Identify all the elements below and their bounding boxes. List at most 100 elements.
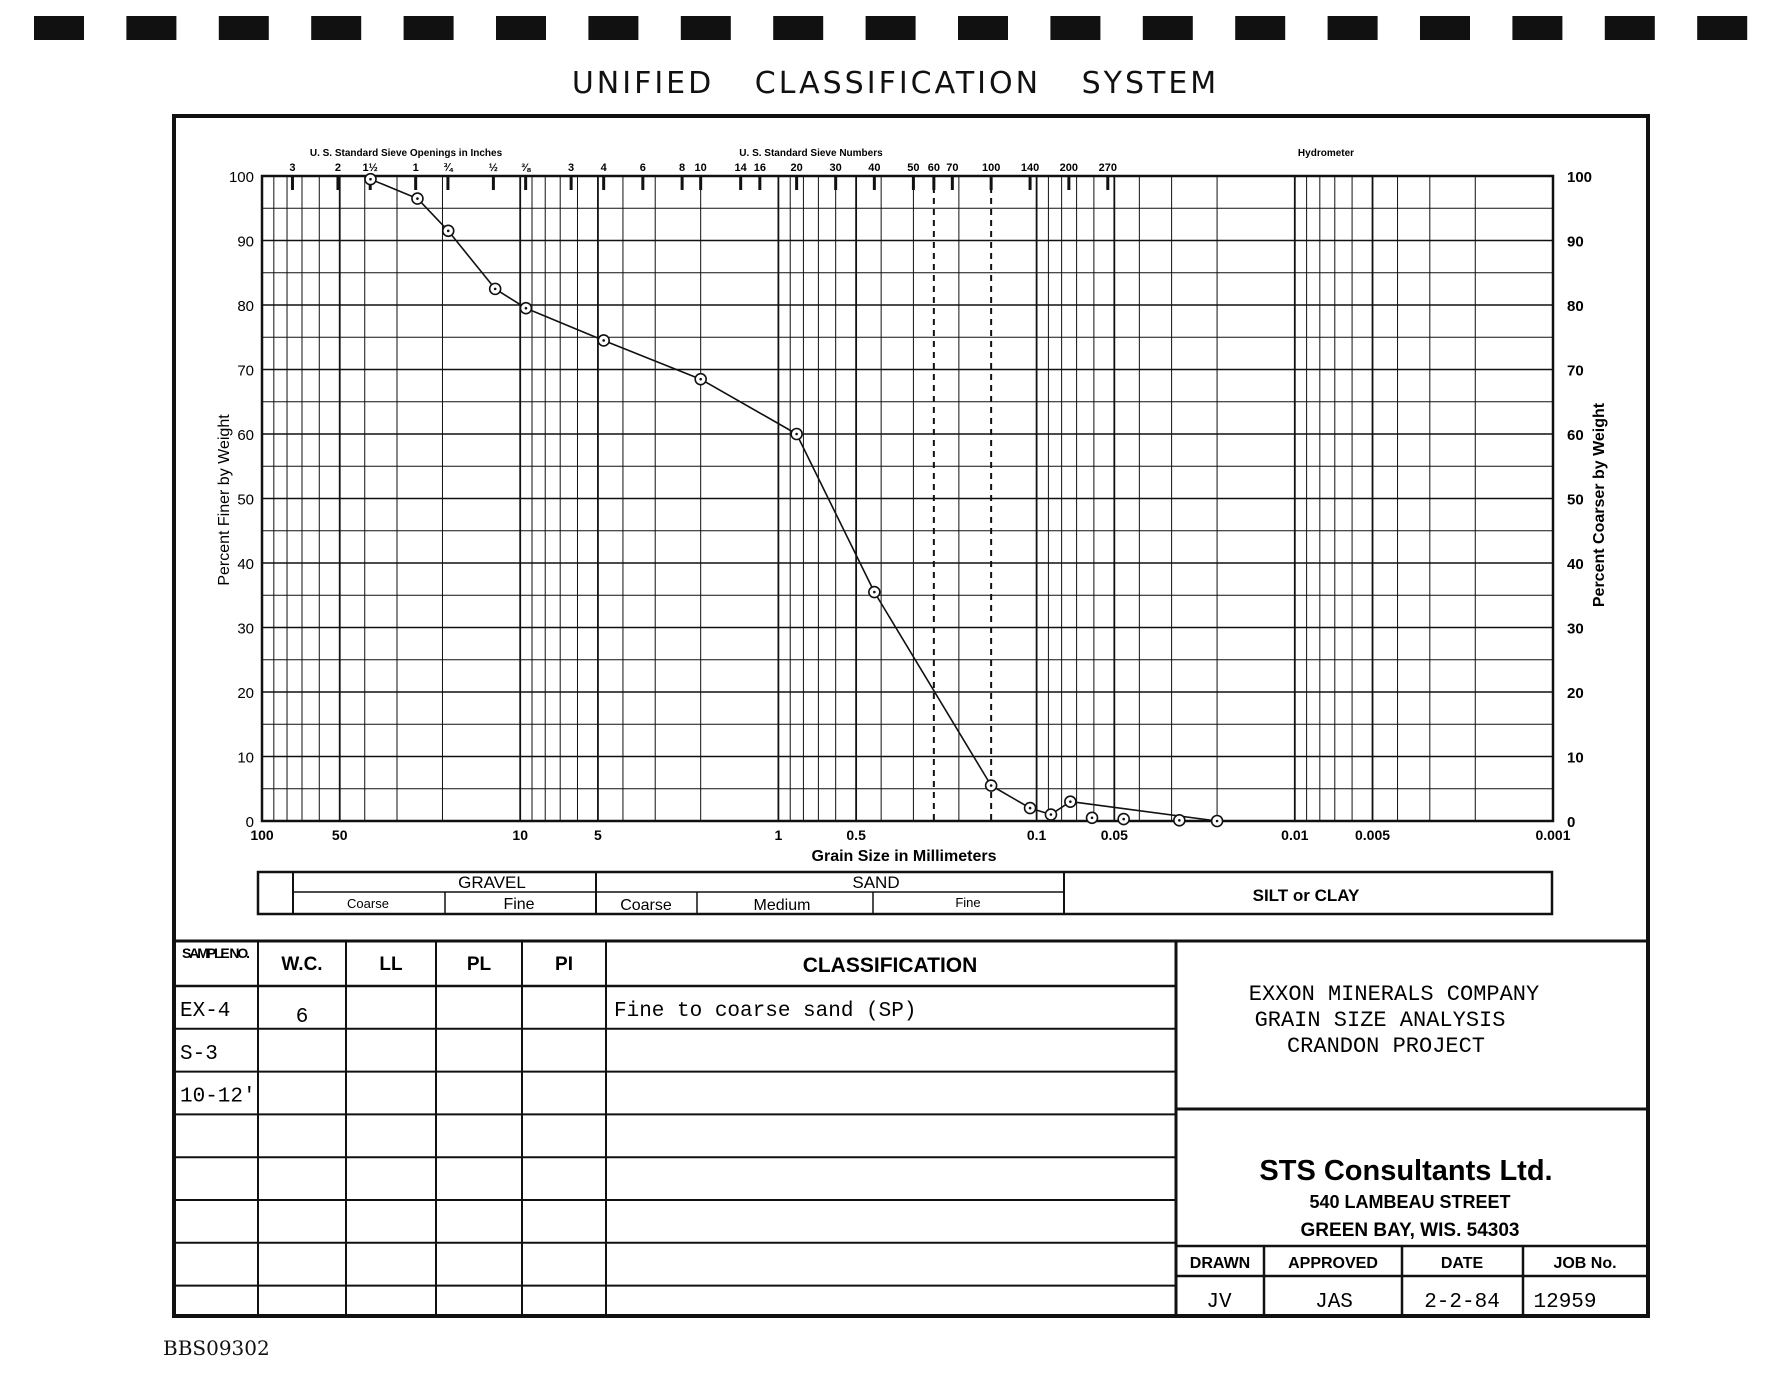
data-point-dot xyxy=(873,590,876,594)
data-point-dot xyxy=(602,339,605,342)
data-point-dot xyxy=(1069,800,1072,803)
sieve-tick-label: 30 xyxy=(830,162,842,174)
y-tick-label: 30 xyxy=(237,621,254,638)
data-point-dot xyxy=(699,377,702,381)
x-tick-label: 0.05 xyxy=(1101,827,1128,843)
perforation-mark xyxy=(1512,16,1563,40)
sand-coarse-label: Coarse xyxy=(620,897,672,914)
y-axis-label: Percent Finer by Weight xyxy=(216,414,233,586)
approved-value: JAS xyxy=(1315,1291,1353,1314)
y-tick-label: 0 xyxy=(246,814,254,831)
perforation-mark xyxy=(34,16,84,40)
perforation-mark xyxy=(403,16,454,40)
gravel-coarse-label: Coarse xyxy=(347,896,389,911)
header-sample-no: SAMPLE NO. xyxy=(182,945,250,961)
data-point-dot xyxy=(493,287,497,291)
company-street: 540 LAMBEAU STREET xyxy=(1309,1192,1510,1212)
header-wc: W.C. xyxy=(281,954,322,975)
sand-fine-label: Fine xyxy=(955,895,980,910)
project-line-2: GRAIN SIZE ANALYSIS xyxy=(1255,1008,1506,1033)
job-no-value: 12959 xyxy=(1533,1291,1596,1314)
data-point-dot xyxy=(1178,819,1181,822)
y-right-tick-label: 50 xyxy=(1567,492,1584,509)
company-name: STS Consultants Ltd. xyxy=(1259,1155,1552,1187)
data-point-dot xyxy=(1122,817,1125,821)
sieve-numbers-label: U. S. Standard Sieve Numbers xyxy=(739,148,883,159)
y-right-tick-label: 40 xyxy=(1567,556,1584,573)
soil-class-bar: GRAVEL SAND SILT or CLAY Coarse Fine Coa… xyxy=(256,870,1554,916)
data-point-dot xyxy=(446,229,450,233)
data-point-dot xyxy=(1215,819,1219,823)
y-tick-label: 20 xyxy=(237,685,254,702)
perforation-mark xyxy=(311,16,362,40)
header-ll: LL xyxy=(379,954,403,975)
perforation-mark xyxy=(218,16,269,40)
header-pl: PL xyxy=(467,954,492,975)
title-block: EXXON MINERALS COMPANY GRAIN SIZE ANALYS… xyxy=(1174,982,1650,1318)
y-tick-label: 90 xyxy=(237,234,254,251)
y-tick-label: 70 xyxy=(237,363,254,380)
y-tick-label: 100 xyxy=(229,169,254,186)
table-cell: EX-4 xyxy=(180,1000,230,1023)
sieve-tick-label: 6 xyxy=(640,162,646,174)
x-tick-label: 0.1 xyxy=(1027,827,1047,843)
sieve-inches-label: U. S. Standard Sieve Openings in Inches xyxy=(310,148,503,159)
y-tick-label: 80 xyxy=(237,298,254,315)
sieve-tick-label: 1½ xyxy=(363,162,378,174)
data-point-dot xyxy=(1049,813,1053,816)
sieve-tick-label: 20 xyxy=(790,162,802,174)
sieve-tick-label: 200 xyxy=(1060,162,1078,174)
perforation-mark xyxy=(588,16,639,40)
sieve-tick-label: 40 xyxy=(868,162,880,174)
sieve-tick-label: ⅜ xyxy=(521,162,531,174)
series-layer xyxy=(364,172,1224,828)
perforation-mark xyxy=(126,16,177,40)
perforation-mark xyxy=(496,16,546,40)
perforation-marks xyxy=(34,16,1748,40)
perforation-mark xyxy=(1327,16,1378,40)
x-tick-label: 1 xyxy=(775,827,783,843)
data-point-dot xyxy=(1090,816,1094,820)
x-tick-label: 100 xyxy=(250,827,274,843)
y-tick-label: 10 xyxy=(237,750,254,767)
outer-frame xyxy=(172,114,1650,1318)
approved-header: APPROVED xyxy=(1288,1255,1378,1272)
sieve-tick-label: 140 xyxy=(1021,162,1039,174)
y-tick-label: 50 xyxy=(237,492,254,509)
perforation-mark xyxy=(1235,16,1286,40)
y-right-tick-label: 90 xyxy=(1567,234,1584,251)
data-table: SAMPLE NO. W.C. LL PL PI CLASSIFICATION … xyxy=(174,939,1648,1316)
sand-medium-label: Medium xyxy=(754,897,811,914)
data-point-dot xyxy=(524,306,528,310)
header-pi: PI xyxy=(555,954,573,975)
y-right-tick-label: 70 xyxy=(1567,363,1584,380)
company-city: GREEN BAY, WIS. 54303 xyxy=(1301,1220,1520,1241)
sieve-tick-label: 100 xyxy=(982,162,1000,174)
project-line-1: EXXON MINERALS COMPANY xyxy=(1249,982,1539,1007)
project-line-3: CRANDON PROJECT xyxy=(1287,1034,1485,1059)
y-right-tick-label: 10 xyxy=(1567,750,1584,767)
sieve-tick-label: 3 xyxy=(568,162,574,174)
table-row-lines xyxy=(174,984,1176,1287)
y-tick-label: 40 xyxy=(237,556,254,573)
perforation-mark xyxy=(1050,16,1101,40)
table-cells: EX-4 6 Fine to coarse sand (SP) S-3 10-12' xyxy=(180,1000,916,1109)
sieve-tick-label: 60 xyxy=(928,162,940,174)
sieve-tick-label: 1 xyxy=(413,162,419,174)
sieve-tick-label: 3 xyxy=(289,162,295,174)
sieve-tick-label: 270 xyxy=(1099,162,1117,174)
y-right-tick-label: 0 xyxy=(1567,814,1575,831)
sieve-tick-label: 2 xyxy=(335,162,341,174)
data-point-dot xyxy=(416,197,419,200)
table-cell: S-3 xyxy=(180,1043,218,1066)
perforation-mark xyxy=(865,16,916,40)
drawn-header: DRAWN xyxy=(1190,1255,1250,1272)
data-point-dot xyxy=(989,784,993,787)
x-tick-label: 50 xyxy=(332,827,348,843)
perforation-mark xyxy=(1142,16,1193,40)
y-right-tick-label: 100 xyxy=(1567,169,1592,186)
perforation-mark xyxy=(773,16,824,40)
